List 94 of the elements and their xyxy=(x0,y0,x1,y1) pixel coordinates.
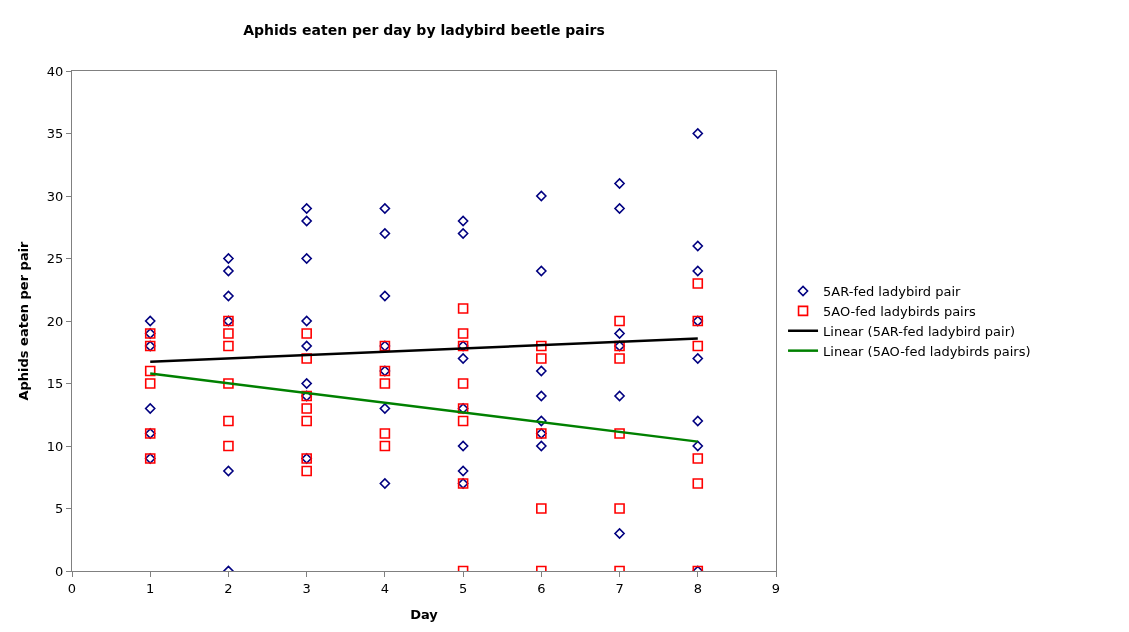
y-tick-label: 20 xyxy=(46,313,64,329)
y-tick-label: 35 xyxy=(46,126,64,142)
point xyxy=(692,453,704,464)
point xyxy=(692,340,704,352)
x-tick-label: 4 xyxy=(380,580,390,596)
point xyxy=(223,378,234,389)
point xyxy=(692,415,704,427)
point xyxy=(223,340,234,352)
x-axis-title: Day xyxy=(410,607,439,623)
y-tick-label: 15 xyxy=(46,376,64,392)
point xyxy=(144,365,156,377)
point xyxy=(692,353,704,364)
point xyxy=(379,228,391,239)
y-tick-label: 40 xyxy=(46,63,64,79)
y-tick-label: 10 xyxy=(46,438,64,454)
point xyxy=(692,478,704,489)
x-tick-label: 6 xyxy=(537,580,546,596)
point xyxy=(379,290,391,302)
point xyxy=(301,415,312,427)
x-tick-label: 7 xyxy=(615,580,624,596)
point xyxy=(614,328,625,339)
point xyxy=(692,278,704,289)
point xyxy=(223,253,234,264)
point xyxy=(536,340,547,352)
point xyxy=(223,415,234,427)
point xyxy=(301,340,313,352)
legend-label: Linear (5AR-fed ladybird pair) xyxy=(823,323,1016,339)
point xyxy=(379,203,391,214)
point xyxy=(457,328,469,339)
y-tick-label: 5 xyxy=(55,501,64,517)
point xyxy=(457,378,469,389)
x-tick-label: 8 xyxy=(693,580,702,596)
point xyxy=(536,503,547,514)
point xyxy=(535,390,547,402)
point xyxy=(692,128,704,139)
point xyxy=(301,465,312,477)
point xyxy=(223,290,234,302)
point xyxy=(301,253,313,264)
point xyxy=(379,440,391,452)
point xyxy=(614,315,625,327)
point xyxy=(535,190,547,202)
x-tick-label: 3 xyxy=(302,580,311,596)
point xyxy=(535,440,547,452)
point xyxy=(223,465,234,477)
point xyxy=(535,365,547,377)
x-tick-label: 5 xyxy=(458,580,468,596)
point xyxy=(535,265,547,277)
point xyxy=(614,203,625,214)
point xyxy=(223,265,234,277)
point xyxy=(223,328,234,339)
point xyxy=(457,353,469,364)
point xyxy=(536,353,547,364)
point xyxy=(144,378,156,389)
legend-label: 5AO-fed ladybirds pairs xyxy=(823,303,977,319)
point xyxy=(614,178,625,189)
point xyxy=(301,378,313,389)
point xyxy=(301,203,313,214)
y-axis-title: Aphids eaten per pair xyxy=(15,240,31,401)
point xyxy=(379,403,391,414)
point xyxy=(457,228,469,239)
point xyxy=(614,428,625,439)
point xyxy=(457,465,469,477)
point xyxy=(223,440,234,452)
point xyxy=(144,403,156,414)
point xyxy=(692,240,704,252)
y-tick-label: 0 xyxy=(55,563,64,579)
point xyxy=(301,315,313,327)
point xyxy=(379,478,391,489)
x-tick-label: 9 xyxy=(771,580,781,596)
point xyxy=(301,328,312,339)
point xyxy=(457,303,469,314)
point xyxy=(614,390,625,402)
point xyxy=(692,440,704,452)
chart-title: Aphids eaten per day by ladybird beetle pairs xyxy=(243,22,605,39)
x-tick-label: 0 xyxy=(67,580,77,596)
point xyxy=(301,215,313,227)
y-tick-label: 25 xyxy=(46,251,64,267)
point xyxy=(457,415,469,427)
point xyxy=(614,528,625,539)
y-tick-label: 30 xyxy=(46,188,64,204)
legend-label: Linear (5AO-fed ladybirds pairs) xyxy=(823,343,1031,359)
point xyxy=(614,503,625,514)
point xyxy=(457,215,469,227)
x-tick-label: 1 xyxy=(146,580,155,596)
point xyxy=(535,415,547,427)
point xyxy=(614,353,625,364)
x-tick-label: 2 xyxy=(224,580,233,596)
point xyxy=(692,265,704,277)
point xyxy=(379,428,391,439)
point xyxy=(144,315,156,327)
point xyxy=(457,440,469,452)
point xyxy=(379,378,391,389)
point xyxy=(301,403,312,414)
legend-label: 5AR-fed ladybird pair xyxy=(823,284,962,300)
